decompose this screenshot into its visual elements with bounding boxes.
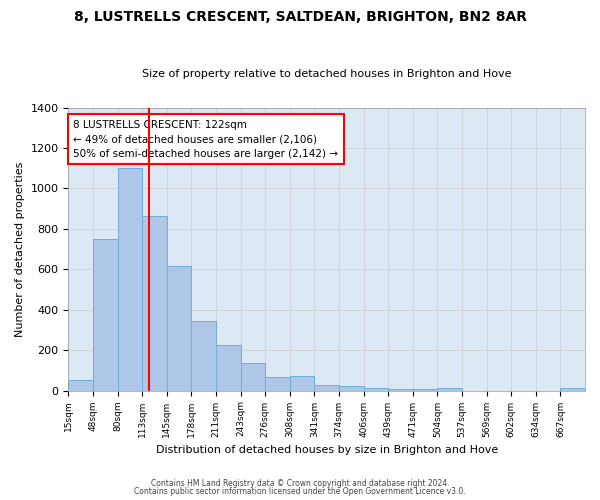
Bar [413,388,437,390]
X-axis label: Distribution of detached houses by size in Brighton and Hove: Distribution of detached houses by size … [155,445,498,455]
Bar [167,266,191,390]
Y-axis label: Number of detached properties: Number of detached properties [15,162,25,337]
Text: Contains public sector information licensed under the Open Government Licence v3: Contains public sector information licen… [134,487,466,496]
Bar [560,388,585,390]
Bar [191,321,216,390]
Bar [216,345,241,391]
Text: Contains HM Land Registry data © Crown copyright and database right 2024.: Contains HM Land Registry data © Crown c… [151,478,449,488]
Bar [142,216,167,390]
Bar [364,388,388,390]
Title: Size of property relative to detached houses in Brighton and Hove: Size of property relative to detached ho… [142,69,511,79]
Text: 8 LUSTRELLS CRESCENT: 122sqm
← 49% of detached houses are smaller (2,106)
50% of: 8 LUSTRELLS CRESCENT: 122sqm ← 49% of de… [73,120,338,160]
Bar [388,388,413,390]
Bar [68,380,93,390]
Bar [290,376,314,390]
Bar [437,388,462,390]
Bar [314,384,339,390]
Bar [339,386,364,390]
Bar [93,239,118,390]
Bar [118,168,142,390]
Bar [241,364,265,390]
Bar [265,378,290,390]
Text: 8, LUSTRELLS CRESCENT, SALTDEAN, BRIGHTON, BN2 8AR: 8, LUSTRELLS CRESCENT, SALTDEAN, BRIGHTO… [74,10,527,24]
